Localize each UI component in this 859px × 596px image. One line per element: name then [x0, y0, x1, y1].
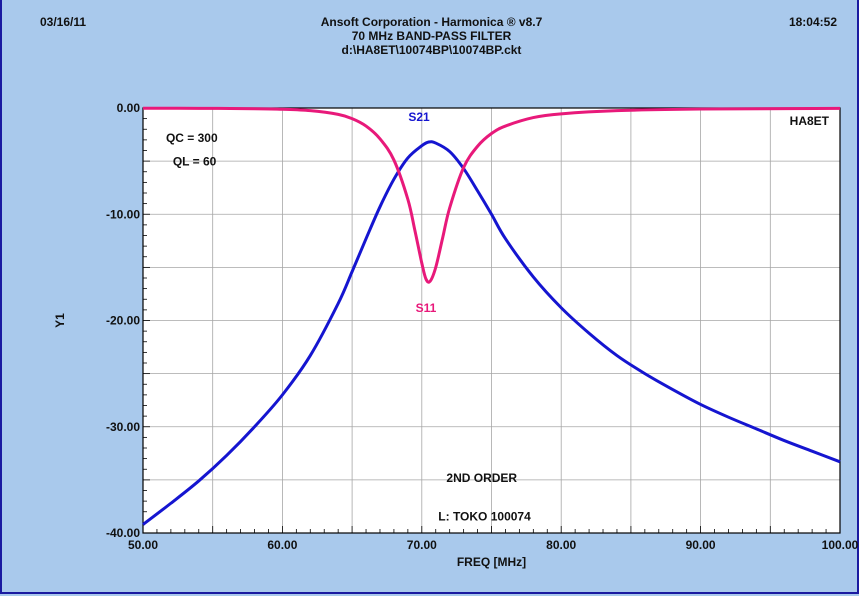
x-tick-label: 90.00: [686, 538, 716, 552]
x-tick-label: 70.00: [407, 538, 437, 552]
x-tick-label: 60.00: [267, 538, 297, 552]
annotation-author: HA8ET: [790, 114, 830, 128]
y-tick-label: -30.00: [106, 420, 140, 434]
series-s21-line: [142, 140, 841, 526]
series-s11-label: S11: [416, 301, 437, 315]
annotation-qc: QC = 300: [166, 131, 218, 145]
annotation-ql: QL = 60: [173, 154, 217, 168]
title-line-1: Ansoft Corporation - Harmonica ® v8.7: [320, 15, 543, 29]
title-line-3: d:\HA8ET\10074BP\10074BP.ckt: [341, 43, 522, 57]
plot-border: [142, 107, 841, 534]
title-block: Ansoft Corporation - Harmonica ® v8.7 70…: [2, 15, 859, 57]
date-label: 03/16/11: [40, 15, 87, 29]
y-tick-label: -40.00: [106, 526, 140, 540]
annotation-inductor: L: TOKO 100074: [438, 509, 531, 523]
time-label: 18:04:52: [788, 15, 837, 29]
y-tick-label: -20.00: [106, 314, 140, 328]
x-axis-label: FREQ [MHz]: [457, 555, 526, 569]
annotation-order: 2ND ORDER: [446, 471, 517, 485]
y-tick-label: -10.00: [106, 207, 140, 221]
series-s11-line: [142, 106, 841, 284]
x-tick-label: 50.00: [128, 538, 158, 552]
y-axis-label: Y1: [53, 313, 67, 328]
x-tick-label: 80.00: [546, 538, 576, 552]
y-tick-label: 0.00: [117, 101, 141, 115]
title-line-2: 70 MHz BAND-PASS FILTER: [351, 29, 512, 43]
x-tick-label: 100.00: [822, 538, 859, 552]
series-s21-label: S21: [408, 110, 430, 124]
